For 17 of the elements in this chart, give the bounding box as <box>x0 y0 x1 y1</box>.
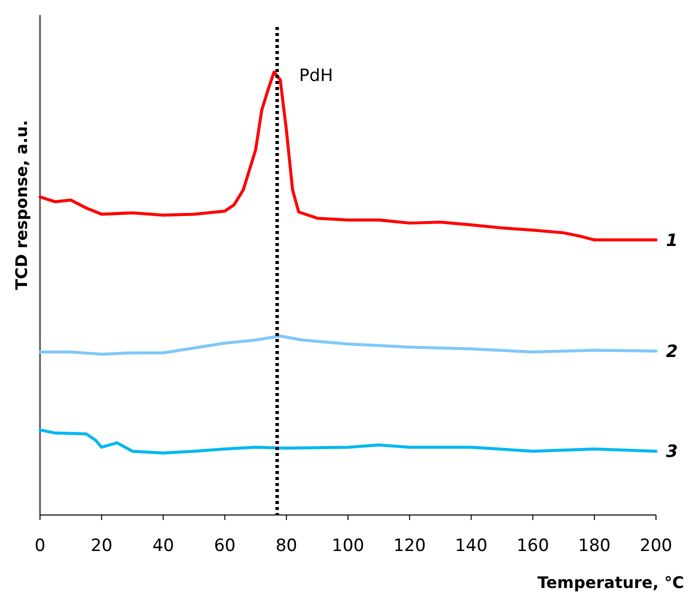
y-axis-title: TCD response, a.u. <box>12 120 31 290</box>
x-tick-label: 60 <box>214 536 236 556</box>
x-tick-label: 160 <box>516 536 550 556</box>
x-axis-title: Temperature, °C <box>538 573 684 592</box>
x-tick-label: 180 <box>578 536 611 556</box>
x-tick-label: 80 <box>276 536 298 556</box>
series-label: 3 <box>666 442 678 462</box>
x-tick-label: 20 <box>90 536 112 556</box>
x-tick-label: 120 <box>393 536 426 556</box>
x-tick-label: 200 <box>640 536 672 556</box>
series-label: 1 <box>666 230 678 251</box>
x-tick-label: 140 <box>454 536 488 556</box>
x-tick-label: 40 <box>152 536 174 556</box>
ref-line-label: PdH <box>299 66 333 86</box>
x-tick-label: 0 <box>34 536 46 556</box>
series-label: 2 <box>666 342 678 362</box>
x-tick-label: 100 <box>332 536 364 556</box>
